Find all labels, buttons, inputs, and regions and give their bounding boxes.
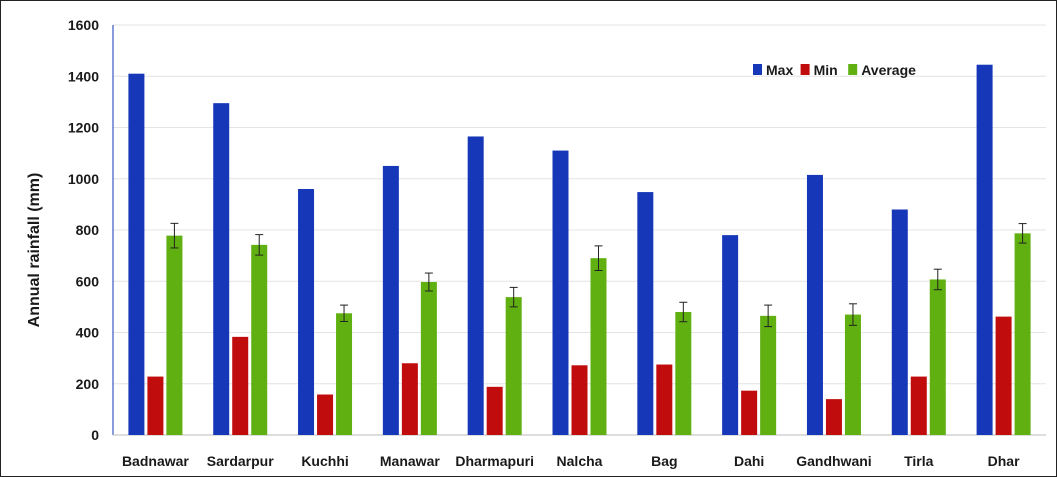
error-bar-tirla [933,268,942,291]
bar-max-badnawar [128,73,145,435]
legend-swatch [800,64,810,75]
bar-max-bag [637,192,654,435]
bar-max-dahi [722,235,739,435]
legend-swatch [848,64,858,75]
legend-item-average: Average [848,62,916,78]
bar-max-dharmapuri [467,136,484,435]
bar-average-dharmapuri [505,297,522,435]
bar-min-nalcha [571,365,588,435]
bar-min-badnawar [147,376,164,435]
error-bar-bag [679,301,688,323]
error-bar-dahi [764,304,773,328]
error-bar-badnawar [170,222,179,249]
y-tick-label: 1600 [68,17,99,33]
x-category-label: Sardarpur [207,453,274,469]
bar-average-sardarpur [251,244,268,435]
y-tick-label: 400 [76,325,100,341]
x-axis-categories: Badnawar Sardarpur Kuchhi Manawar Dharmapuri… [122,453,1020,469]
y-tick-label: 1400 [68,68,99,84]
legend-item-max: Max [753,62,793,78]
legend-label: Average [861,62,916,78]
x-category-label: Dahi [734,453,764,469]
x-category-label: Badnawar [122,453,189,469]
bar-min-gandhwani [825,399,842,435]
bar-min-dahi [741,390,758,435]
error-bar-dhar [1018,223,1027,244]
bar-max-tirla [891,209,908,435]
bar-average-dahi [760,315,777,435]
bar-min-dharmapuri [486,386,503,435]
bar-max-dhar [976,64,993,435]
bar-average-dhar [1014,233,1031,435]
bar-min-bag [656,364,673,435]
bar-average-bag [675,312,692,435]
legend-item-min: Min [800,62,838,78]
x-category-label: Manawar [380,453,440,469]
x-category-label: Bag [651,453,677,469]
legend-label: Max [766,62,793,78]
bar-average-nalcha [590,258,607,435]
bar-min-dhar [995,316,1012,435]
legend-swatch [753,64,762,75]
y-tick-label: 1000 [68,171,99,187]
x-category-label: Dharmapuri [455,453,534,469]
bar-max-nalcha [552,150,569,435]
error-bar-nalcha [594,245,603,271]
bar-max-gandhwani [806,174,823,435]
y-axis-ticks: 0 200 400 600 800 1000 1200 1400 1600 [68,17,99,443]
y-tick-label: 0 [91,427,99,443]
y-tick-label: 600 [76,273,100,289]
bar-average-tirla [929,279,946,435]
bar-max-kuchhi [298,189,315,435]
grid-lines [113,24,1046,385]
error-bar-manawar [424,272,433,292]
y-tick-label: 1200 [68,120,99,136]
bar-average-manawar [420,282,437,435]
bar-average-kuchhi [336,313,353,435]
error-bar-sardarpur [255,234,264,256]
error-bar-gandhwani [848,303,857,326]
bar-min-tirla [910,376,927,435]
bar-min-sardarpur [232,336,249,435]
legend: Max Min Average [753,62,916,78]
bar-min-manawar [401,363,418,435]
x-category-label: Gandhwani [796,453,871,469]
error-bar-kuchhi [340,304,349,322]
bar-average-badnawar [166,235,183,435]
y-axis-label: Annual rainfall (mm) [26,173,43,328]
bar-average-gandhwani [844,314,861,435]
x-category-label: Tirla [904,453,934,469]
y-tick-label: 800 [76,222,100,238]
bar-max-sardarpur [213,103,230,435]
y-tick-label: 200 [76,376,100,392]
x-category-label: Kuchhi [301,453,348,469]
legend-label: Min [814,62,838,78]
error-bar-dharmapuri [509,286,518,308]
bars [128,64,1031,435]
bar-min-kuchhi [317,394,334,435]
bar-max-manawar [382,165,399,435]
x-category-label: Dhar [988,453,1020,469]
x-category-label: Nalcha [557,453,603,469]
